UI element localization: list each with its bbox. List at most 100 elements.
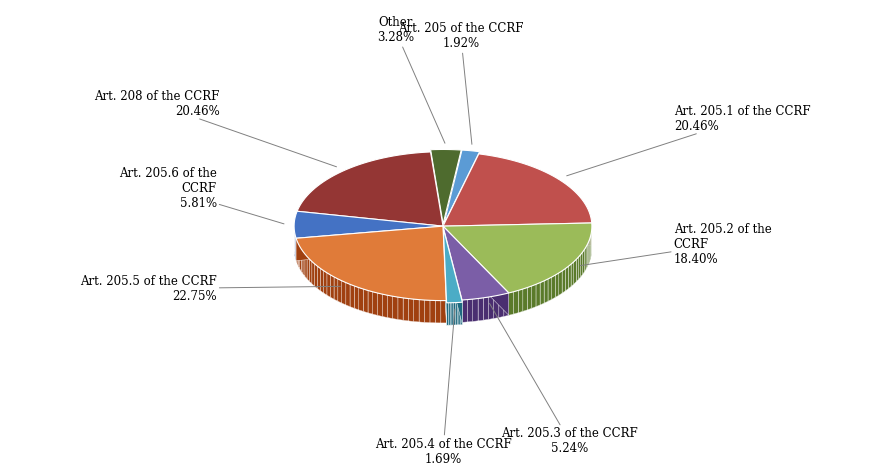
- Polygon shape: [373, 292, 377, 315]
- Polygon shape: [556, 273, 559, 297]
- Polygon shape: [579, 255, 580, 279]
- Polygon shape: [296, 226, 443, 261]
- Polygon shape: [350, 284, 354, 308]
- Polygon shape: [330, 275, 334, 299]
- Polygon shape: [294, 211, 443, 238]
- Polygon shape: [363, 289, 368, 313]
- Text: Art. 205 of the CCRF
1.92%: Art. 205 of the CCRF 1.92%: [398, 22, 524, 144]
- Polygon shape: [403, 298, 408, 321]
- Text: Art. 205.2 of the
CCRF
18.40%: Art. 205.2 of the CCRF 18.40%: [580, 222, 772, 265]
- Text: Art. 205.1 of the CCRF
20.46%: Art. 205.1 of the CCRF 20.46%: [567, 105, 811, 176]
- Text: Art. 205.6 of the
CCRF
5.81%: Art. 205.6 of the CCRF 5.81%: [119, 167, 284, 224]
- Polygon shape: [527, 286, 532, 310]
- Polygon shape: [297, 152, 443, 226]
- Polygon shape: [297, 174, 443, 248]
- Polygon shape: [454, 302, 455, 325]
- Polygon shape: [315, 264, 317, 289]
- Polygon shape: [294, 234, 443, 261]
- Polygon shape: [299, 246, 301, 271]
- Polygon shape: [585, 247, 586, 272]
- Polygon shape: [499, 294, 504, 318]
- Polygon shape: [443, 226, 509, 315]
- Polygon shape: [583, 249, 585, 274]
- Polygon shape: [452, 303, 454, 325]
- Polygon shape: [359, 288, 363, 311]
- Polygon shape: [443, 223, 592, 293]
- Polygon shape: [462, 300, 468, 322]
- Polygon shape: [431, 172, 462, 246]
- Polygon shape: [297, 241, 299, 266]
- Polygon shape: [448, 303, 450, 325]
- Polygon shape: [523, 288, 527, 311]
- Polygon shape: [443, 251, 462, 325]
- Polygon shape: [444, 173, 479, 246]
- Polygon shape: [548, 277, 552, 301]
- Polygon shape: [574, 259, 576, 284]
- Polygon shape: [443, 228, 462, 303]
- Polygon shape: [455, 302, 457, 325]
- Polygon shape: [443, 226, 462, 322]
- Polygon shape: [346, 283, 350, 307]
- Polygon shape: [327, 273, 330, 297]
- Polygon shape: [576, 257, 579, 282]
- Polygon shape: [307, 256, 309, 282]
- Polygon shape: [473, 299, 478, 321]
- Polygon shape: [544, 279, 548, 303]
- Polygon shape: [414, 299, 419, 322]
- Polygon shape: [323, 271, 327, 295]
- Polygon shape: [431, 149, 462, 224]
- Polygon shape: [443, 226, 509, 315]
- Polygon shape: [443, 228, 447, 325]
- Polygon shape: [317, 266, 321, 291]
- Polygon shape: [296, 248, 447, 323]
- Polygon shape: [488, 296, 494, 319]
- Polygon shape: [588, 239, 590, 264]
- Polygon shape: [540, 281, 544, 305]
- Polygon shape: [387, 295, 392, 319]
- Polygon shape: [536, 283, 540, 307]
- Polygon shape: [586, 244, 587, 269]
- Polygon shape: [377, 293, 383, 317]
- Polygon shape: [334, 277, 338, 301]
- Polygon shape: [354, 286, 359, 310]
- Polygon shape: [532, 284, 536, 308]
- Polygon shape: [296, 226, 447, 301]
- Polygon shape: [447, 303, 448, 325]
- Polygon shape: [504, 293, 509, 317]
- Polygon shape: [309, 259, 312, 284]
- Polygon shape: [303, 251, 305, 276]
- Polygon shape: [450, 303, 452, 325]
- Polygon shape: [494, 295, 499, 319]
- Polygon shape: [368, 291, 373, 314]
- Polygon shape: [305, 254, 307, 279]
- Polygon shape: [568, 264, 571, 289]
- Polygon shape: [435, 301, 441, 323]
- Polygon shape: [559, 271, 562, 295]
- Polygon shape: [296, 226, 443, 261]
- Polygon shape: [408, 299, 414, 321]
- Polygon shape: [338, 279, 342, 303]
- Polygon shape: [443, 154, 592, 226]
- Polygon shape: [552, 275, 556, 300]
- Text: Other
3.28%: Other 3.28%: [377, 17, 445, 143]
- Polygon shape: [509, 292, 514, 315]
- Polygon shape: [468, 299, 473, 322]
- Polygon shape: [478, 298, 484, 321]
- Text: Art. 205.4 of the CCRF
1.69%: Art. 205.4 of the CCRF 1.69%: [375, 309, 511, 465]
- Polygon shape: [443, 246, 592, 315]
- Polygon shape: [443, 248, 509, 322]
- Polygon shape: [441, 301, 447, 323]
- Polygon shape: [301, 249, 303, 274]
- Polygon shape: [459, 302, 461, 325]
- Text: Art. 205.5 of the CCRF
22.75%: Art. 205.5 of the CCRF 22.75%: [80, 275, 340, 303]
- Polygon shape: [443, 226, 509, 300]
- Polygon shape: [419, 300, 424, 322]
- Polygon shape: [443, 176, 592, 248]
- Polygon shape: [587, 242, 588, 267]
- Polygon shape: [484, 297, 488, 320]
- Polygon shape: [444, 150, 479, 224]
- Text: Art. 205.3 of the CCRF
5.24%: Art. 205.3 of the CCRF 5.24%: [490, 303, 638, 455]
- Polygon shape: [565, 266, 568, 291]
- Polygon shape: [312, 262, 315, 286]
- Polygon shape: [514, 291, 518, 314]
